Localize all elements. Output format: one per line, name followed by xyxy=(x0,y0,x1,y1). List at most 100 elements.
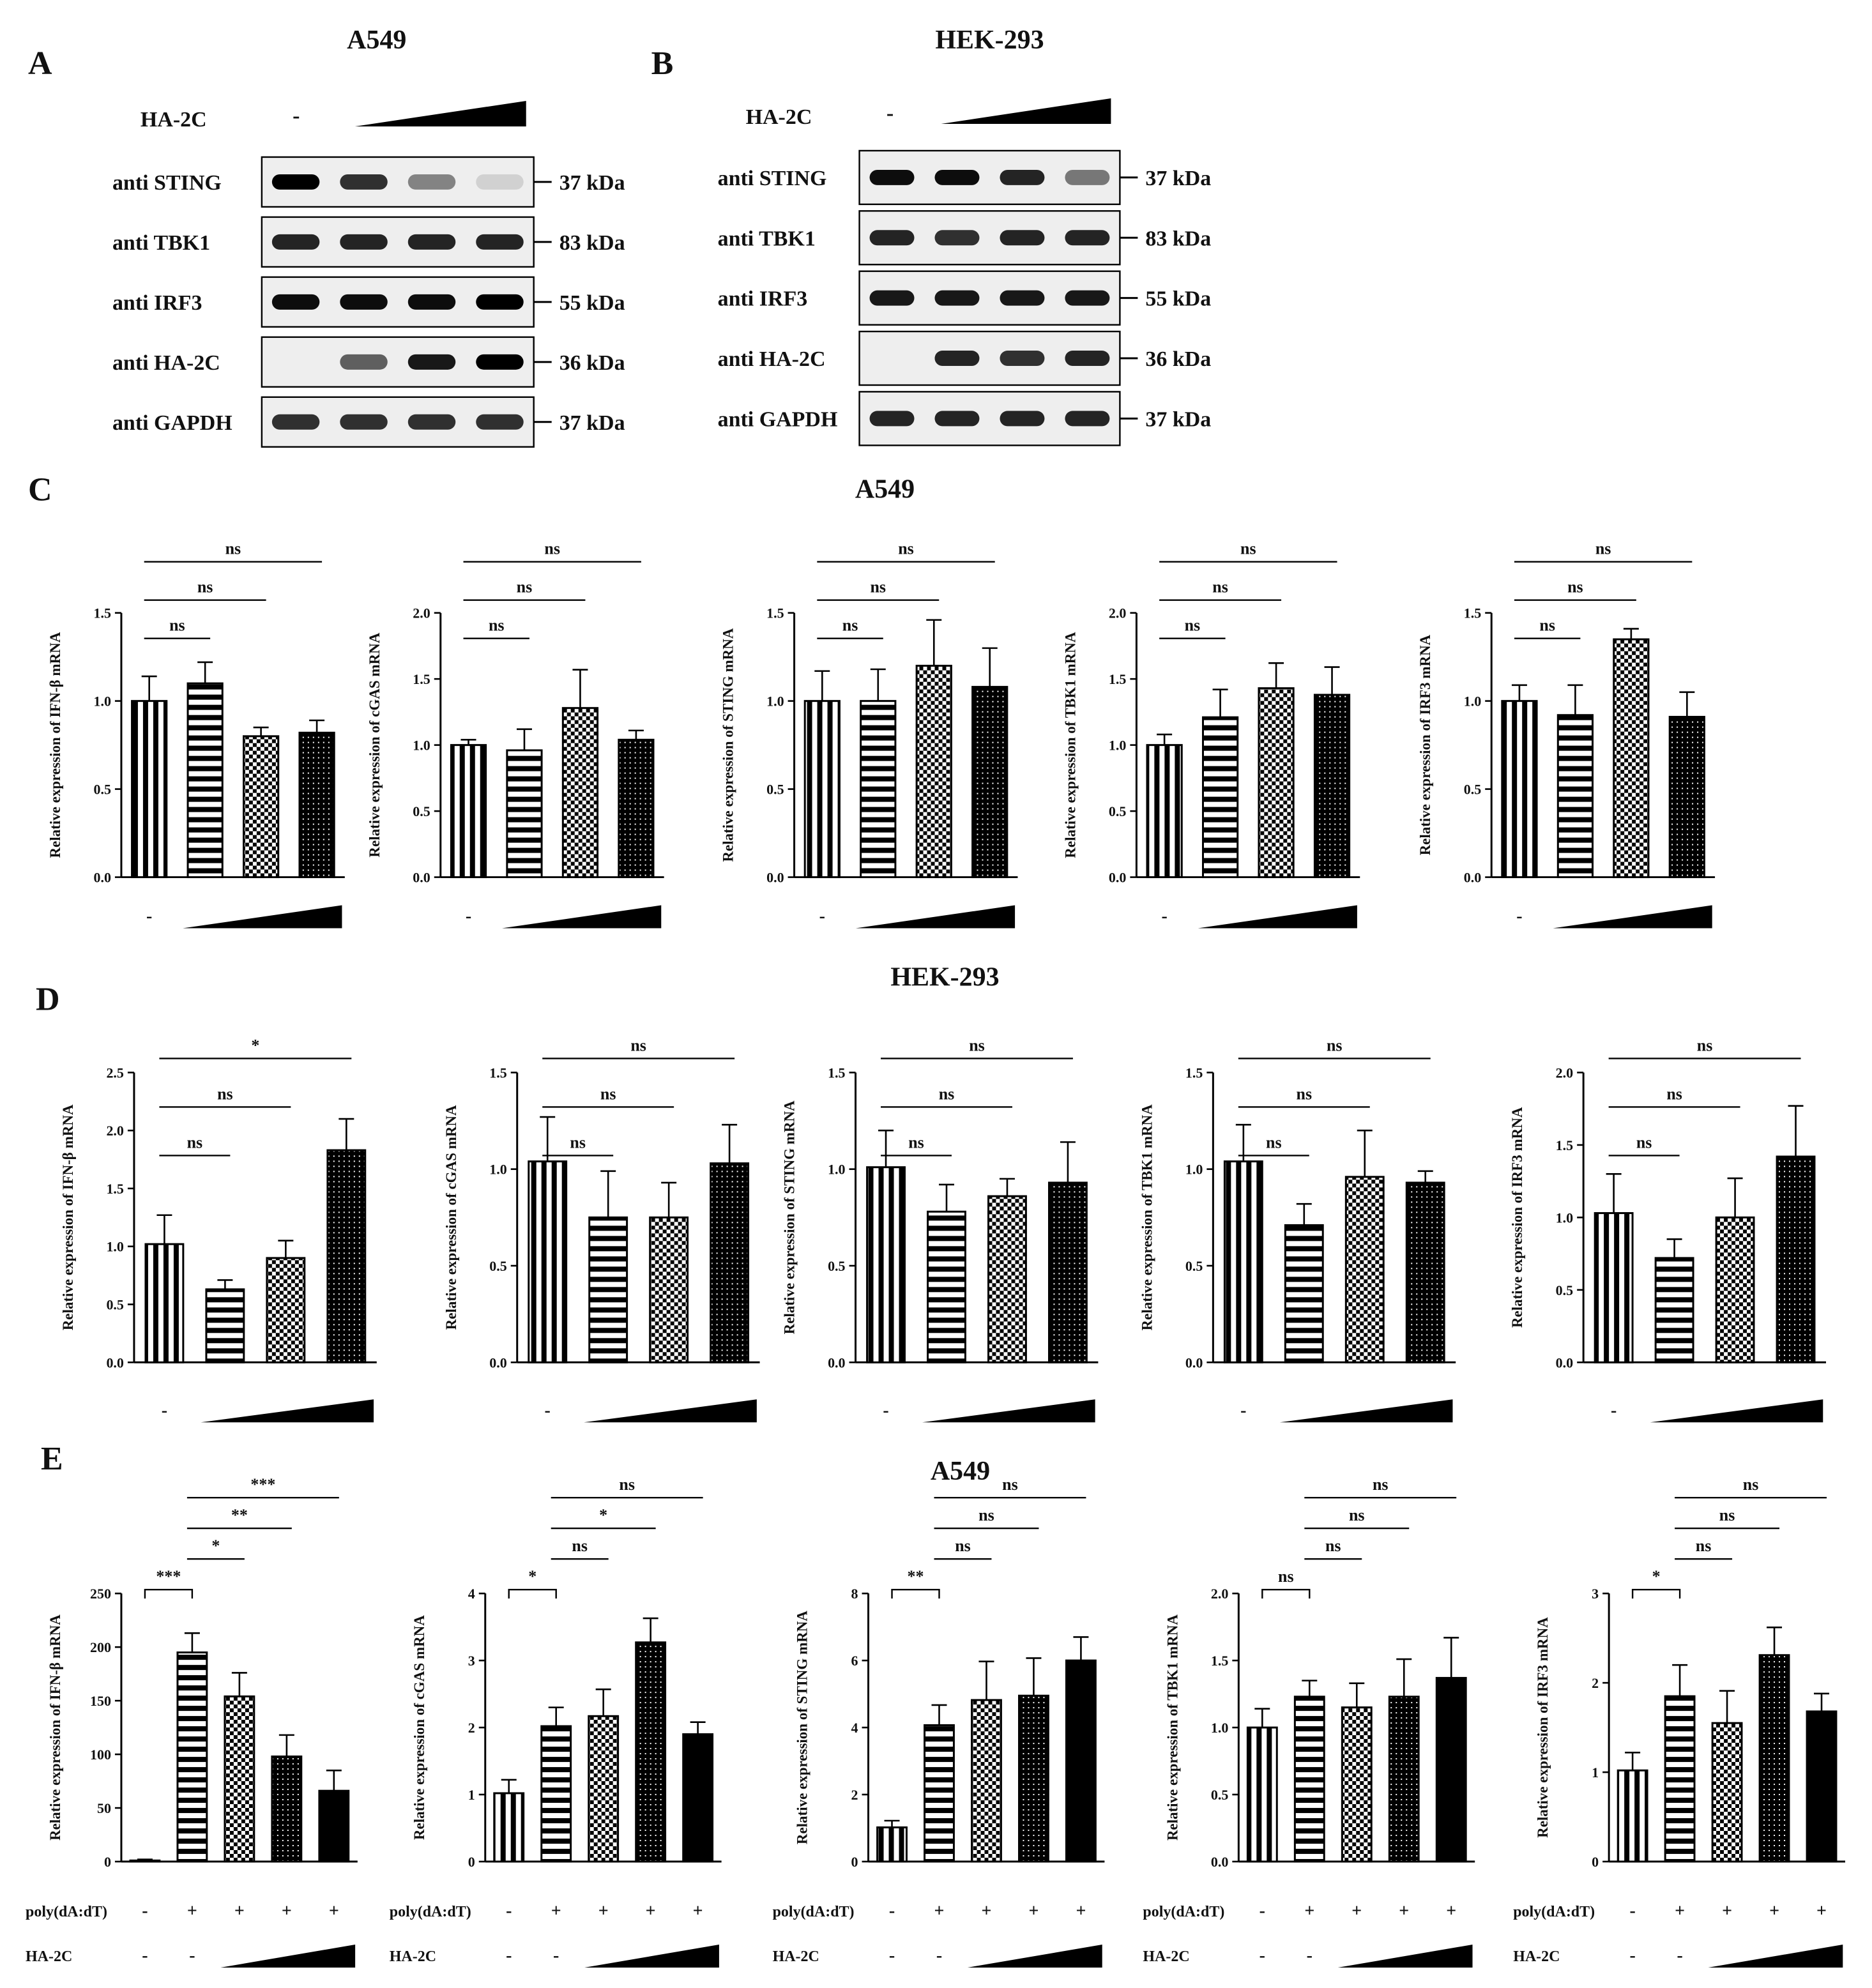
bar xyxy=(860,700,897,879)
bar xyxy=(1344,1176,1385,1363)
y-tick-label: 1.5 xyxy=(1211,1653,1228,1669)
blot-band xyxy=(934,169,980,185)
blot-band xyxy=(869,290,915,306)
x-tick-label: + xyxy=(1675,1901,1685,1921)
x-tick-label: + xyxy=(234,1901,245,1921)
x-tick-label: + xyxy=(1351,1901,1362,1921)
y-tick-label: 0.0 xyxy=(1185,1354,1203,1370)
y-tick-label: 0.0 xyxy=(93,870,110,886)
y-tick-label: 0.5 xyxy=(1464,782,1481,798)
bar xyxy=(1246,1726,1278,1863)
dose-triangle xyxy=(855,905,1016,929)
significance-label: ns xyxy=(1266,1133,1282,1151)
y-tick-label: 2.0 xyxy=(1109,605,1126,621)
significance-label: ns xyxy=(1697,1036,1713,1054)
significance-label: ns xyxy=(908,1133,924,1151)
significance-label: ns xyxy=(225,540,241,558)
y-tick-label: 2 xyxy=(851,1787,858,1803)
dose-triangle xyxy=(354,100,526,126)
x-tick-label: - xyxy=(889,1901,895,1921)
x-tick-label: + xyxy=(1028,1901,1039,1921)
bar xyxy=(987,1195,1027,1363)
y-axis-title: Relative expression of IFN-β mRNA xyxy=(60,1104,76,1330)
significance-label: ns xyxy=(1373,1475,1389,1494)
blot-band xyxy=(407,174,456,190)
y-tick-label: 0.5 xyxy=(1109,803,1126,819)
y-tick-label: 0 xyxy=(468,1854,475,1870)
significance-label: ns xyxy=(1595,540,1611,558)
x-tick-label: - xyxy=(1611,1400,1617,1420)
bar xyxy=(1806,1710,1838,1863)
y-tick-label: 2.0 xyxy=(106,1123,123,1139)
row-label: poly(dA:dT) xyxy=(773,1904,855,1920)
blot-band xyxy=(340,354,388,370)
row-label: poly(dA:dT) xyxy=(26,1904,107,1920)
bar xyxy=(1065,1659,1097,1863)
blot-band xyxy=(1000,290,1045,306)
y-tick-label: 1.0 xyxy=(1556,1210,1573,1225)
significance-label: * xyxy=(1652,1567,1661,1586)
significance-label: ns xyxy=(187,1133,203,1151)
y-tick-label: 1.0 xyxy=(1211,1720,1228,1736)
y-tick-label: 3 xyxy=(1592,1586,1599,1602)
x-tick-label: - xyxy=(889,1946,895,1966)
y-tick-label: 0.0 xyxy=(1109,870,1126,886)
bar xyxy=(1293,1696,1325,1863)
y-axis-title: Relative expression of TBK1 mRNA xyxy=(1164,1614,1180,1841)
x-tick-label: + xyxy=(282,1901,292,1921)
x-tick-label: + xyxy=(1399,1901,1409,1921)
bar xyxy=(1715,1216,1755,1363)
significance-label: ns xyxy=(1212,578,1228,596)
y-tick-label: 2.5 xyxy=(106,1065,123,1081)
blot-band xyxy=(1065,169,1110,185)
bar xyxy=(1758,1654,1790,1863)
significance-label: ns xyxy=(1719,1506,1735,1524)
blot-band xyxy=(1000,411,1045,427)
x-tick-label: + xyxy=(1304,1901,1314,1921)
bar xyxy=(710,1162,750,1363)
bar xyxy=(1284,1224,1324,1363)
y-tick-label: 1 xyxy=(1592,1764,1599,1780)
significance-label: * xyxy=(211,1537,220,1555)
y-tick-label: 1.0 xyxy=(1464,694,1481,709)
blot-band xyxy=(1000,351,1045,367)
x-tick-label: + xyxy=(329,1901,339,1921)
blot-band xyxy=(271,174,320,190)
antibody-label: anti TBK1 xyxy=(112,231,210,255)
significance-label: ns xyxy=(1325,1537,1341,1555)
significance-label: ns xyxy=(1185,616,1201,635)
y-axis-title: Relative expression of cGAS mRNA xyxy=(443,1105,459,1330)
blot-band xyxy=(869,169,915,185)
bar xyxy=(1435,1676,1467,1863)
significance-label: ns xyxy=(1666,1084,1682,1103)
bar xyxy=(1258,687,1295,879)
bar xyxy=(506,749,543,879)
row-label: HA-2C xyxy=(390,1948,436,1965)
row-label: HA-2C xyxy=(1143,1948,1189,1965)
dose-triangle xyxy=(584,1399,757,1423)
y-tick-label: 1.0 xyxy=(1109,738,1126,754)
blot-band xyxy=(934,411,980,427)
significance-label: ns xyxy=(1539,616,1555,635)
bar xyxy=(635,1641,667,1863)
y-tick-label: 1.5 xyxy=(106,1181,123,1197)
bar xyxy=(588,1715,620,1863)
blot-band xyxy=(476,174,524,190)
y-tick-label: 1.0 xyxy=(93,694,110,709)
bar xyxy=(144,1243,185,1363)
x-tick-label: - xyxy=(1629,1901,1635,1921)
significance-label: ns xyxy=(955,1537,971,1555)
y-tick-label: 1.5 xyxy=(1185,1065,1203,1081)
treatment-label: HA-2C xyxy=(746,105,812,129)
panel-label: D xyxy=(36,981,60,1017)
y-tick-label: 1.5 xyxy=(766,605,784,621)
significance-label: ns xyxy=(1567,578,1583,596)
x-tick-label: - xyxy=(142,1901,148,1921)
size-label: 37 kDa xyxy=(559,171,625,195)
bar xyxy=(1223,1160,1263,1363)
bar xyxy=(131,700,168,879)
blot-band xyxy=(1065,290,1110,306)
x-tick-label: - xyxy=(936,1946,942,1966)
y-tick-label: 0.0 xyxy=(1211,1854,1228,1870)
